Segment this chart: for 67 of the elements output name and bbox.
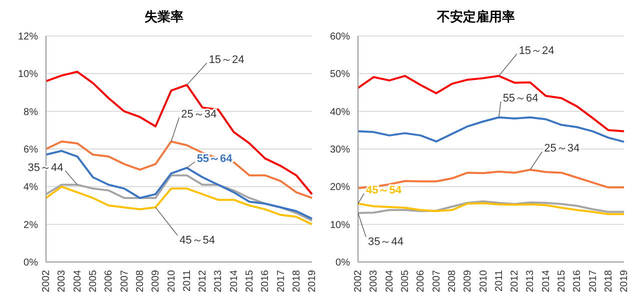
text: 15～24 <box>208 54 244 66</box>
line-series <box>357 74 625 132</box>
text: 45～54 <box>180 234 216 246</box>
y-tick-label: 10% <box>330 220 350 231</box>
x-tick-label: 2003 <box>368 270 380 292</box>
chart-title: 不安定雇用率 <box>436 8 516 26</box>
y-tick-label: 12% <box>18 32 38 43</box>
text: 25～34 <box>181 108 217 120</box>
x-tick-label: 2011 <box>182 270 193 292</box>
y-tick-label: 0% <box>336 258 350 269</box>
x-tick-label: 2018 <box>603 270 614 292</box>
x-tick-label: 2003 <box>56 270 68 292</box>
x-tick-label: 2004 <box>72 270 84 292</box>
x-tick-label: 2012 <box>198 270 209 292</box>
x-tick-label: 2006 <box>416 270 427 292</box>
x-tick-label: 2016 <box>260 270 272 292</box>
text: 15～24 <box>518 44 554 57</box>
x-tick-label: 2007 <box>119 270 130 292</box>
x-tick-label: 2011 <box>494 270 505 292</box>
y-tick-label: 40% <box>330 106 350 118</box>
x-tick-label: 2015 <box>556 270 568 292</box>
y-tick-label: 20% <box>330 182 350 194</box>
x-tick-label: 2019 <box>619 270 630 292</box>
line-series <box>45 140 313 199</box>
x-tick-label: 2002 <box>41 270 52 292</box>
x-tick-label: 2017 <box>276 270 287 292</box>
line-series <box>45 70 313 196</box>
y-tick-label: 50% <box>330 69 350 80</box>
y-tick-label: 10% <box>18 69 38 80</box>
x-tick-label: 2005 <box>400 270 412 292</box>
x-tick-label: 2012 <box>510 270 521 292</box>
x-tick-label: 2008 <box>134 270 146 292</box>
x-tick-label: 2014 <box>540 270 552 292</box>
y-tick-label: 8% <box>24 106 38 118</box>
line-series <box>45 150 313 220</box>
x-tick-label: 2017 <box>588 270 599 292</box>
chart-title: 失業率 <box>144 8 184 26</box>
y-tick-label: 2% <box>24 220 38 231</box>
x-tick-label: 2002 <box>353 270 364 292</box>
x-tick-label: 2009 <box>462 270 474 292</box>
y-tick-label: 0% <box>24 258 38 269</box>
series-label: 25～34 <box>544 142 580 155</box>
x-tick-label: 2015 <box>244 270 256 292</box>
series-label: 45～54 <box>366 184 402 197</box>
x-tick-label: 2005 <box>88 270 100 292</box>
series-label: 55～64 <box>502 92 538 104</box>
line-series <box>45 186 313 226</box>
x-tick-label: 2004 <box>384 270 396 292</box>
x-tick-label: 2013 <box>213 270 224 292</box>
y-tick-label: 6% <box>24 144 38 156</box>
line-series <box>357 116 625 143</box>
x-tick-label: 2006 <box>104 270 115 292</box>
y-tick-label: 60% <box>330 32 350 43</box>
x-tick-label: 2008 <box>446 270 458 292</box>
x-tick-label: 2018 <box>291 270 302 292</box>
x-tick-label: 2009 <box>150 270 162 292</box>
x-tick-label: 2010 <box>166 270 178 292</box>
x-tick-label: 2013 <box>525 270 536 292</box>
x-tick-label: 2010 <box>478 270 490 292</box>
x-tick-label: 2019 <box>307 270 318 292</box>
y-tick-label: 4% <box>24 182 38 194</box>
x-tick-label: 2014 <box>228 270 240 292</box>
series-label: 35～44 <box>28 162 64 174</box>
y-tick-label: 30% <box>330 144 350 156</box>
text: 35～44 <box>368 236 404 248</box>
x-tick-label: 2016 <box>572 270 584 292</box>
x-tick-label: 2007 <box>431 270 442 292</box>
